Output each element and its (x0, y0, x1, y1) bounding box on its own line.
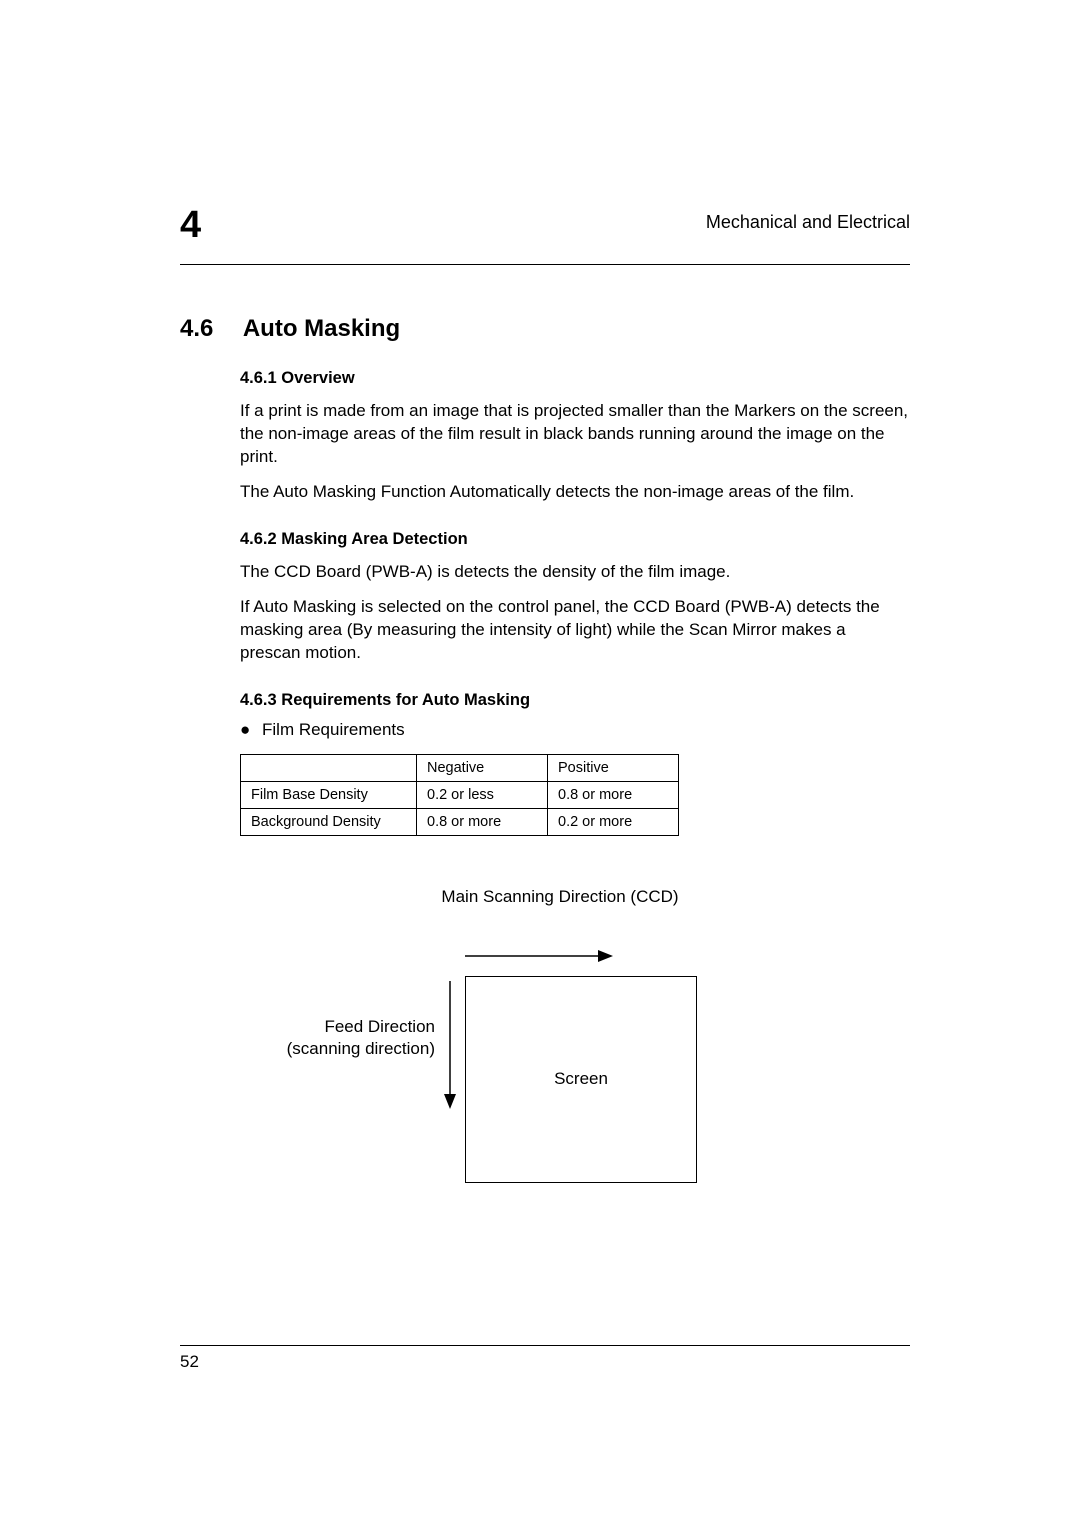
chapter-number: 4 (180, 204, 201, 247)
scanning-diagram: Main Scanning Direction (CCD) Feed Direc… (240, 886, 910, 1216)
requirements-table: Negative Positive Film Base Density 0.2 … (240, 754, 679, 836)
subheading-overview: 4.6.1 Overview (240, 369, 910, 388)
bullet-film-requirements: ●Film Requirements (240, 720, 910, 740)
table-cell: 0.2 or more (548, 808, 679, 835)
subheading-requirements: 4.6.3 Requirements for Auto Masking (240, 691, 910, 710)
table-row: Film Base Density 0.2 or less 0.8 or mor… (241, 781, 679, 808)
masking-p2: If Auto Masking is selected on the contr… (240, 596, 910, 665)
section-title: Auto Masking (243, 315, 400, 342)
table-cell: Background Density (241, 808, 417, 835)
chapter-title: Mechanical and Electrical (706, 212, 910, 233)
footer-rule (180, 1345, 910, 1346)
masking-p1: The CCD Board (PWB-A) is detects the den… (240, 561, 910, 584)
feed-direction-label: Feed Direction (scanning direction) (270, 1016, 435, 1060)
feed-line1: Feed Direction (324, 1017, 435, 1036)
overview-p2: The Auto Masking Function Automatically … (240, 481, 910, 504)
page-header: 4 Mechanical and Electrical (180, 210, 910, 240)
body: 4.6.1 Overview If a print is made from a… (240, 369, 910, 1216)
content-area: 4 Mechanical and Electrical 4.6 Auto Mas… (180, 210, 910, 1216)
overview-p1: If a print is made from an image that is… (240, 400, 910, 469)
feed-line2: (scanning direction) (287, 1039, 435, 1058)
table-cell: 0.8 or more (548, 781, 679, 808)
screen-label: Screen (554, 1069, 608, 1089)
header-rule (180, 264, 910, 265)
table-cell: Negative (417, 754, 548, 781)
table-row: Negative Positive (241, 754, 679, 781)
table-row: Background Density 0.8 or more 0.2 or mo… (241, 808, 679, 835)
bullet-dot-icon: ● (240, 720, 262, 740)
bullet-text: Film Requirements (262, 720, 405, 739)
section-number: 4.6 (180, 315, 213, 342)
table-cell: 0.2 or less (417, 781, 548, 808)
table-cell: Film Base Density (241, 781, 417, 808)
table-cell: 0.8 or more (417, 808, 548, 835)
page: 4 Mechanical and Electrical 4.6 Auto Mas… (0, 0, 1080, 1528)
section-heading: 4.6 Auto Masking (180, 315, 910, 343)
table-cell: Positive (548, 754, 679, 781)
table-cell (241, 754, 417, 781)
page-number: 52 (180, 1352, 199, 1372)
subheading-masking-area: 4.6.2 Masking Area Detection (240, 530, 910, 549)
screen-box: Screen (465, 976, 697, 1183)
